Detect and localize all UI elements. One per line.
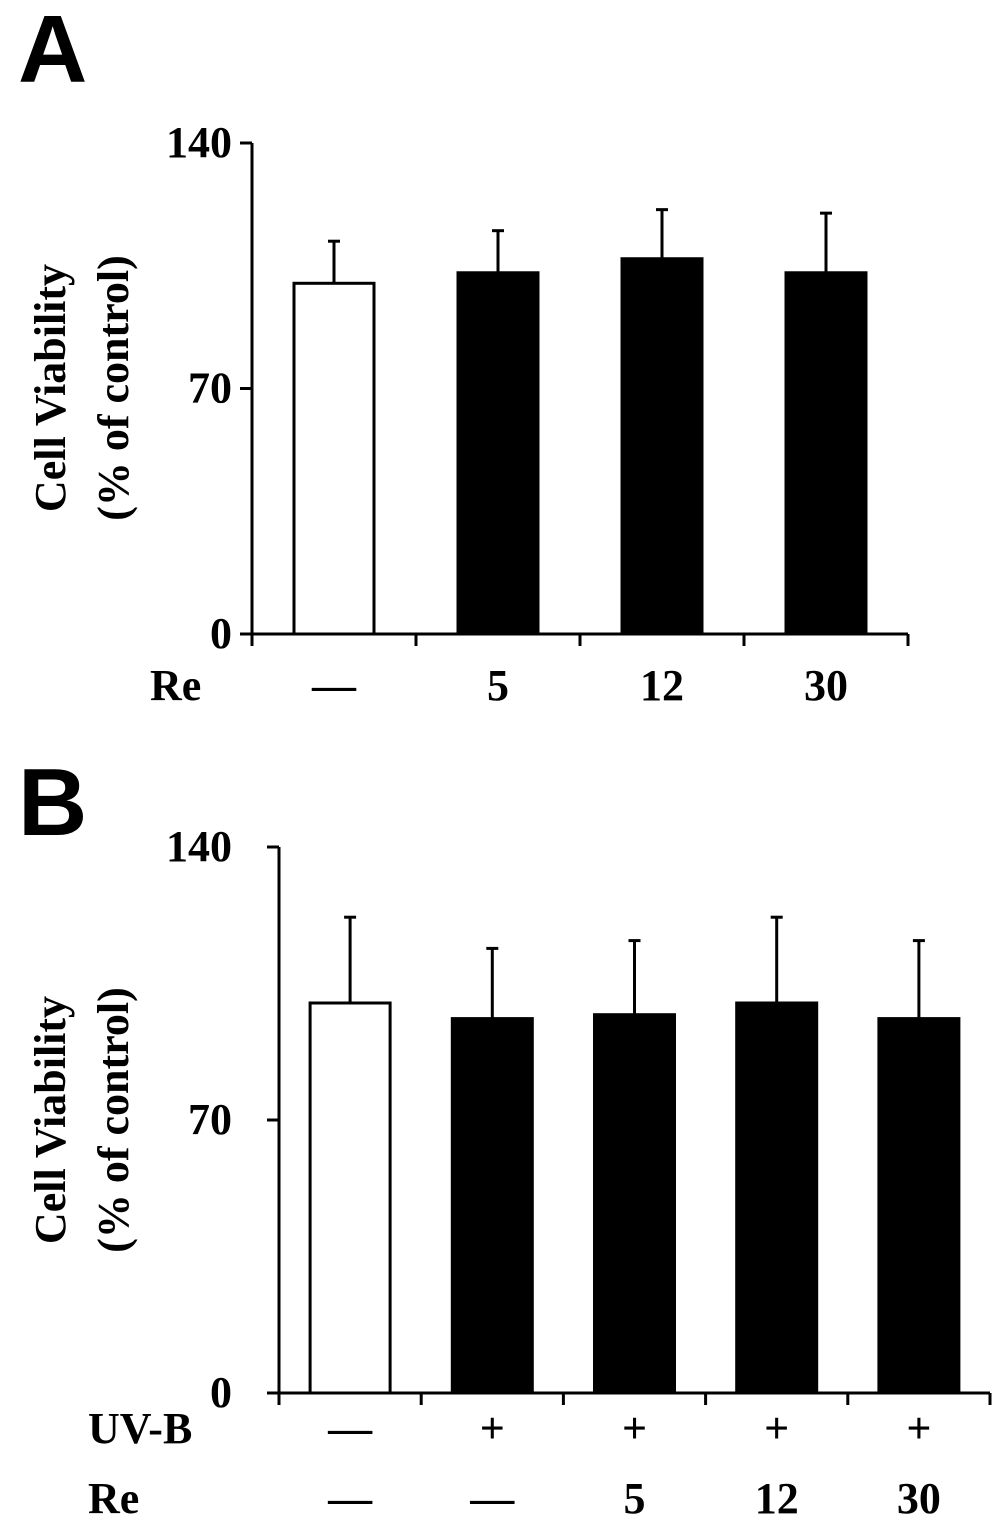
y-tick-label: 0 (210, 609, 232, 658)
y-tick-label: 70 (188, 364, 232, 413)
bar (593, 1013, 676, 1395)
x-tick-label: 12 (640, 661, 684, 710)
bar (784, 271, 868, 636)
y-axis-label: (% of control) (89, 255, 138, 521)
x-tick-label: 12 (755, 1474, 799, 1523)
x-tick-label: 30 (804, 661, 848, 710)
y-tick-label: 70 (188, 1095, 232, 1144)
x-tick-label: — (327, 1404, 373, 1453)
bar (456, 271, 540, 636)
x-tick-label: + (622, 1404, 647, 1453)
x-tick-label: — (469, 1474, 515, 1523)
bar (735, 1001, 819, 1395)
y-axis-label: Cell Viability (26, 264, 75, 512)
y-axis-label: Cell Viability (26, 996, 75, 1244)
x-tick-label: — (311, 661, 357, 710)
x-tick-label: 30 (897, 1474, 941, 1523)
bar (620, 257, 704, 636)
x-tick-label: + (764, 1404, 789, 1453)
bar (877, 1017, 961, 1395)
y-tick-label: 140 (166, 118, 232, 167)
x-tick-label: 5 (487, 661, 509, 710)
bar (450, 1017, 534, 1395)
x-tick-label: 5 (624, 1474, 646, 1523)
y-tick-label: 0 (210, 1368, 232, 1417)
panel-a: A Cell Viability (% of control) 0 70 140 — 5 12 3… (18, 0, 910, 710)
x-tick-label: + (480, 1404, 505, 1453)
y-axis-label: (% of control) (89, 987, 138, 1253)
bar (292, 281, 376, 636)
panel-letter: A (18, 0, 87, 103)
x-row-label: Re (88, 1474, 139, 1523)
panel-letter: B (18, 749, 87, 856)
x-tick-label: — (327, 1474, 373, 1523)
y-tick-label: 140 (166, 822, 232, 871)
x-row-label: Re (150, 661, 201, 710)
bar (308, 1001, 392, 1395)
panel-b: B Cell Viability (% of control) 0 70 140 — — + — +… (18, 749, 992, 1523)
x-row-label: UV-B (88, 1404, 192, 1453)
x-tick-label: + (906, 1404, 931, 1453)
